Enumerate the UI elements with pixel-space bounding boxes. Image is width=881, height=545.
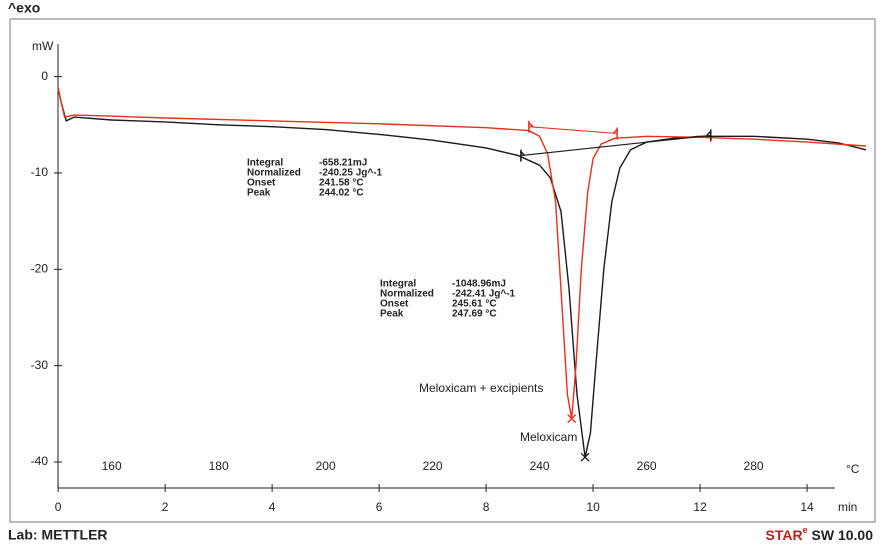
curve [528,126,618,135]
peak-mark [567,414,577,424]
annotation-text: Onset [380,299,409,310]
annotation-text: -1048.96mJ [452,279,506,290]
baseline-marker [706,129,712,142]
annotation-text: Normalized [380,289,434,300]
y-tick-label: -20 [31,261,49,275]
exo-label: ^exo [8,0,40,16]
x-tick-label: 2 [162,500,169,514]
curve [57,88,867,458]
x-tick-label: 4 [269,500,276,514]
frame [9,18,876,523]
y-axis-label: mW [32,39,54,53]
x2-tick-label: 220 [423,459,443,473]
x2-axis-label: °C [846,462,860,476]
x-axis-label: min [838,500,857,514]
x2-tick-label: 260 [637,459,657,473]
annotation-text: -242.41 Jg^-1 [452,289,516,300]
x-tick-label: 12 [693,500,707,514]
brand-name: STAR [766,527,803,543]
brand-version: SW 10.00 [808,527,874,543]
x-tick-label: 8 [483,500,490,514]
brand: STARe SW 10.00 [766,525,874,542]
annotation-text: -240.25 Jg^-1 [319,168,383,179]
x2-tick-label: 180 [209,459,229,473]
annotation-text: Normalized [247,168,301,179]
curve [57,88,866,419]
annotation-text: -658.21mJ [319,158,367,169]
x2-tick-label: 240 [530,459,550,473]
y-tick-label: -30 [31,358,49,372]
y-tick-label: -40 [31,454,49,468]
annotation-text: 247.69 °C [452,309,497,320]
annotation-text: 244.02 °C [319,188,364,199]
annotation-text: Onset [247,178,276,189]
annotation-text: 245.61 °C [452,299,497,310]
annotation-text: 241.58 °C [319,178,364,189]
x-tick-label: 6 [376,500,383,514]
peak-mark [580,452,590,462]
baseline-marker [612,127,618,140]
x2-tick-label: 160 [102,459,122,473]
annotation-text: Peak [380,309,404,320]
lab-label: Lab: METTLER [8,527,108,543]
curve-label: Meloxicam [520,430,577,444]
y-tick-label: -10 [31,165,49,179]
x2-tick-label: 280 [744,459,764,473]
x-tick-label: 14 [800,500,814,514]
brand-sup: e [803,525,808,535]
annotation-text: Peak [247,188,271,199]
annotation-text: Integral [380,279,416,290]
annotation-text: Integral [247,158,283,169]
y-tick-label: 0 [41,69,48,83]
x-tick-label: 0 [55,500,62,514]
baseline-marker [520,149,526,162]
curve-label: Meloxicam + excipients [419,381,543,395]
baseline-marker [528,120,534,133]
curve [520,134,711,157]
x-tick-label: 10 [586,500,600,514]
x2-tick-label: 200 [316,459,336,473]
